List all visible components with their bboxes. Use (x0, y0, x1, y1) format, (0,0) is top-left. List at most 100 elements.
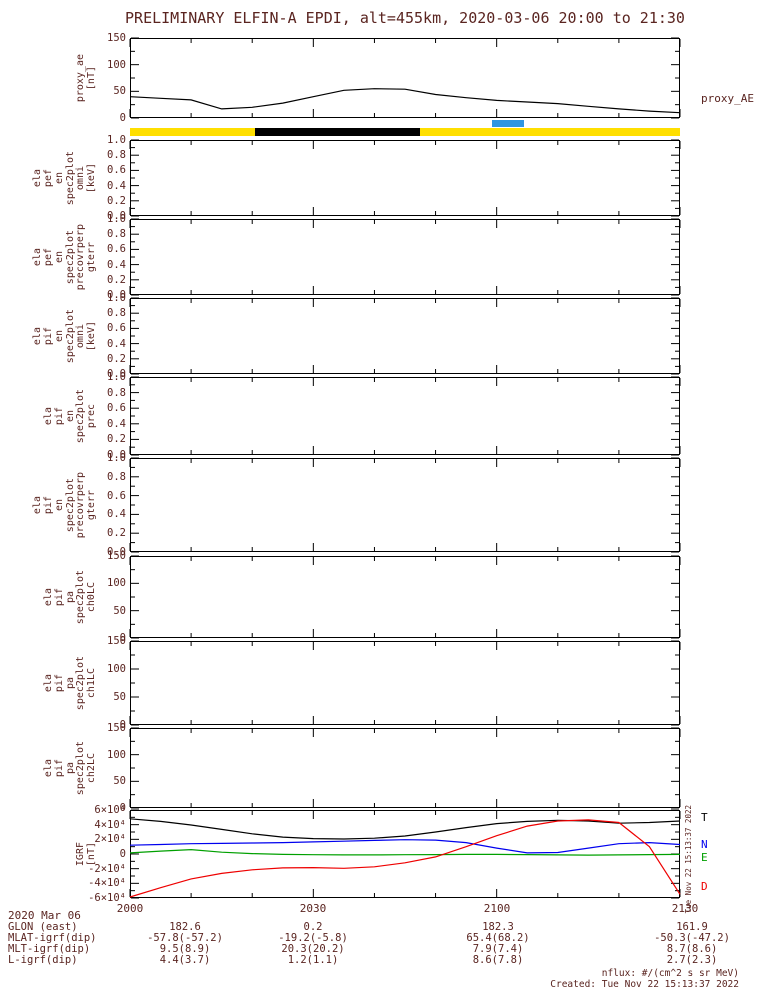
footer-value: 8.7(8.6) (666, 943, 718, 955)
ytick-label: 2×10⁴ (94, 833, 126, 846)
panel-axis-label-ela-pif-en-spec2plot-precovrperp-gterr: ela pif en spec2plot precovrperp gterr (20, 458, 98, 552)
ytick-label: 150 (107, 635, 126, 647)
side-timestamp: Tue Nov 22 15:13:37 2022 (684, 805, 693, 913)
footer-value: 65.4(68.2) (466, 932, 530, 944)
ytick-label: 0.6 (107, 489, 126, 502)
ytick-label: 0.4 (107, 179, 126, 192)
panel-ela-pif-en-spec2plot-precovrperp-gterr (129, 457, 681, 553)
ytick-label: 50 (113, 775, 126, 788)
ytick-label: 0.8 (107, 149, 126, 162)
xtick-label-2100: 2100 (483, 902, 511, 915)
footer-value: -57.8(-57.2) (147, 932, 223, 944)
footer-row-label: MLT-igrf(dip) (8, 943, 91, 955)
axis-label-line: pif (53, 758, 65, 778)
panel-ela-pef-en-spec2plot-omni (129, 139, 681, 217)
axis-label-line: ch1LC (86, 667, 98, 699)
footer-row-lshell: L-igrf(dip) 4.4(3.7) 1.2(1.1) 8.6(7.8) 2… (0, 954, 775, 966)
ytick-label: 0.2 (107, 527, 126, 540)
created-note: Created: Tue Nov 22 15:13:37 2022 (550, 979, 739, 990)
ytick-label: 0.2 (107, 433, 126, 446)
status-bar-blue (491, 120, 525, 127)
trace-label-proxy_AE: proxy_AE (701, 92, 754, 106)
series-line-proxy_AE (129, 88, 681, 114)
footer-value: 1.2(1.1) (287, 954, 339, 966)
ytick-label: 0.2 (107, 194, 126, 207)
series-line-T (129, 818, 681, 840)
ytick-label: -4×10⁴ (88, 877, 126, 890)
ytick-label: 0.4 (107, 258, 126, 271)
axis-label-line: ch2LC (86, 752, 98, 784)
series-line-N (129, 839, 681, 854)
footer-value: 161.9 (676, 921, 708, 933)
ytick-label: 0.4 (107, 337, 126, 350)
panel-axis-label-proxy-ae: proxy_ae [nT] (20, 38, 98, 118)
ytick-label: 1.0 (107, 371, 126, 383)
ytick-label: 0 (119, 632, 126, 644)
ytick-label: 0 (119, 848, 126, 860)
side-timestamp-text: Tue Nov 22 15:13:37 2022 (684, 805, 693, 914)
ytick-label: 100 (107, 663, 126, 675)
ytick-label: -2×10⁴ (88, 862, 126, 875)
ytick-label: 150 (107, 32, 126, 44)
ytick-label: 100 (107, 577, 126, 590)
ytick-label: 0.0 (107, 546, 126, 558)
ytick-label: 0.0 (107, 210, 126, 222)
ytick-label: 1.0 (107, 134, 126, 146)
ytick-label: 1.0 (107, 452, 126, 464)
footer-value: -50.3(-47.2) (654, 932, 730, 944)
footer-value: 4.4(3.7) (159, 954, 211, 966)
ytick-label: 0.6 (107, 243, 126, 256)
axis-label-line: [keV] (86, 320, 98, 352)
axis-label-line: en (53, 498, 65, 512)
panel-ela-pef-en-spec2plot-precovrperp-gterr (129, 218, 681, 296)
panel-ela-pif-pa-spec2plot-ch1LC (129, 640, 681, 726)
footer-value: -19.2(-5.8) (278, 932, 348, 944)
footer-row-label: MLAT-igrf(dip) (8, 932, 97, 944)
series-line-E (129, 848, 681, 856)
ytick-label: 0.6 (107, 164, 126, 177)
panel-axis-label-ela-pef-en-spec2plot-precovrperp-gterr: ela pef en spec2plot precovrperp gterr (20, 219, 98, 295)
date-label: 2020 Mar 06 (8, 909, 81, 922)
ytick-label: 100 (107, 748, 126, 761)
ytick-label: 0.0 (107, 449, 126, 461)
axis-label-line: gterr (86, 489, 98, 521)
panel-axis-label-ela-pif-pa-spec2plot-ch0LC: ela pif pa spec2plot ch0LC (20, 556, 98, 638)
ytick-label: 150 (107, 722, 126, 734)
ytick-label: 1.0 (107, 213, 126, 225)
ytick-label: 4×10⁴ (94, 818, 126, 831)
ytick-label: 1.0 (107, 292, 126, 304)
panel-ela-pif-en-spec2plot-omni (129, 297, 681, 375)
ytick-label: 0 (119, 802, 126, 814)
footer-value: 8.6(7.8) (472, 954, 524, 966)
ytick-label: 0 (119, 719, 126, 731)
panel-proxy-ae (129, 37, 681, 119)
panel-axis-label-ela-pif-en-spec2plot-omni: ela pif en spec2plot omni [keV] (20, 298, 98, 374)
axis-label-line: ch0LC (86, 581, 98, 613)
ytick-label: 0.6 (107, 402, 126, 415)
panel-axis-label-ela-pif-pa-spec2plot-ch1LC: ela pif pa spec2plot ch1LC (20, 641, 98, 725)
trace-label-T: T (701, 811, 708, 825)
ytick-label: 50 (113, 604, 126, 617)
ytick-label: -6×10⁴ (88, 892, 126, 904)
ytick-label: 0.0 (107, 289, 126, 301)
footer-value: 182.3 (482, 921, 514, 933)
axis-label-line: en (53, 250, 65, 264)
panel-axis-label-ela-pef-en-spec2plot-omni: ela pef en spec2plot omni [keV] (20, 140, 98, 216)
footer-value: 2.7(2.3) (666, 954, 718, 966)
axis-label-line: en (53, 329, 65, 343)
axis-label-line: en (53, 171, 65, 185)
panel-ela-pif-pa-spec2plot-ch0LC (129, 555, 681, 639)
ytick-label: 0.2 (107, 352, 126, 365)
panel-igrf (129, 809, 681, 899)
axis-label-line: prec (86, 403, 98, 429)
ytick-label: 6×10⁴ (94, 804, 126, 816)
ytick-label: 0.8 (107, 470, 126, 483)
xtick-label-2130: 2130 (671, 902, 699, 915)
status-bar-black (255, 128, 421, 136)
panel-ela-pif-pa-spec2plot-ch2LC (129, 727, 681, 809)
footer-row-label: L-igrf(dip) (8, 954, 78, 966)
trace-label-N: N (701, 838, 708, 852)
ytick-label: 0.6 (107, 322, 126, 335)
